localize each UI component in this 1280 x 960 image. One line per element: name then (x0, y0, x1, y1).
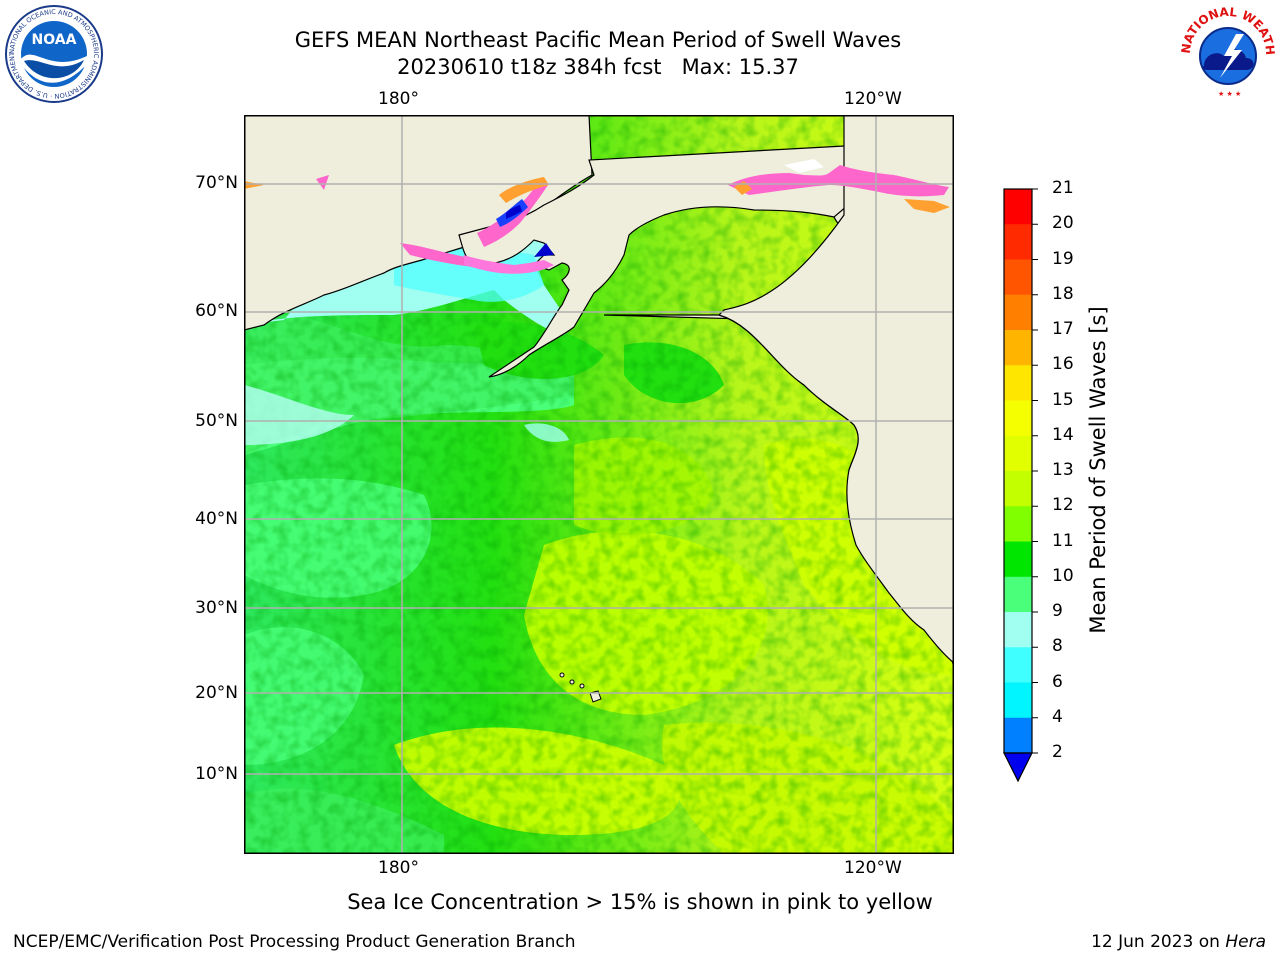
lat-tick-50n: 50°N (195, 411, 238, 431)
colorbar-tick-label: 19 (1052, 248, 1074, 269)
colorbar-tick-label: 4 (1052, 706, 1063, 727)
colorbar-tick-label: 16 (1052, 354, 1074, 375)
colorbar-tick-label: 13 (1052, 460, 1074, 480)
colorbar-band (1004, 717, 1032, 754)
colorbar-band (1004, 541, 1032, 578)
colorbar-extend-arrow (1003, 752, 1033, 783)
colorbar-tick-label: 12 (1052, 495, 1074, 516)
colorbar-band (1004, 471, 1032, 507)
colorbar-tick-label: 20 (1052, 213, 1074, 234)
colorbar-tick-label: 10 (1052, 565, 1074, 586)
map-subtitle: 20230610 t18z 384h fcst Max: 15.37 (397, 55, 799, 79)
mexico-land (717, 115, 954, 664)
colorbar-tick-label: 6 (1052, 671, 1063, 692)
footer-date: 12 Jun 2023 on Hera (1091, 932, 1266, 952)
colorbar-tick-label: 18 (1052, 283, 1074, 304)
lat-tick-10n: 10°N (195, 764, 238, 784)
colorbar-tick-label: 15 (1052, 389, 1074, 410)
graticule (244, 115, 954, 854)
colorbar-band (1004, 506, 1032, 542)
lat-tick-20n: 20°N (195, 683, 238, 703)
lon-tick-top-120w: 120°W (844, 89, 902, 109)
footer-date-text: 12 Jun 2023 on (1091, 932, 1226, 952)
colorbar-tick-label: 17 (1052, 319, 1074, 339)
lon-tick-bottom-180: 180° (378, 858, 419, 878)
lat-tick-30n: 30°N (195, 598, 238, 618)
footer-host: Hera (1225, 932, 1266, 952)
colorbar-band (1004, 224, 1032, 260)
colorbar-band (1004, 365, 1032, 401)
colorbar-band (1004, 189, 1032, 225)
land-masses (244, 115, 954, 676)
colorbar-band (1004, 576, 1032, 613)
map-panel (244, 115, 954, 854)
lat-tick-60n: 60°N (195, 301, 238, 321)
colorbar-title-text: Mean Period of Swell Waves [s] (1086, 306, 1110, 634)
colorbar-band (1004, 330, 1032, 366)
colorbar-tick-label: 21 (1052, 178, 1074, 198)
lon-tick-bottom-120w: 120°W (844, 858, 902, 878)
colorbar-band (1004, 612, 1032, 648)
colorbar (1003, 188, 1038, 783)
colorbar-tick-label: 9 (1052, 601, 1063, 621)
lat-tick-70n: 70°N (195, 173, 238, 193)
colorbar-band (1004, 682, 1032, 719)
noaa-logo-text: NOAA (32, 32, 77, 48)
lon-tick-top-180: 180° (378, 89, 419, 109)
colorbar-tick-label: 8 (1052, 636, 1063, 657)
colorbar-band (1004, 400, 1032, 437)
colorbar-band (1004, 435, 1032, 472)
lat-tick-40n: 40°N (195, 509, 238, 529)
colorbar-band (1004, 259, 1032, 296)
colorbar-tick-label: 2 (1052, 742, 1063, 762)
noaa-logo: NATIONAL OCEANIC AND ATMOSPHERIC ADMINIS… (4, 4, 103, 103)
colorbar-tick-label: 14 (1052, 424, 1074, 445)
nws-logo: NATIONAL WEATHER SERVICE ★ ★ ★ (1178, 4, 1277, 101)
colorbar-band (1004, 647, 1032, 683)
svg-text:★ ★ ★: ★ ★ ★ (1218, 90, 1241, 98)
sea-ice-caption: Sea Ice Concentration > 15% is shown in … (347, 890, 933, 914)
map-title: GEFS MEAN Northeast Pacific Mean Period … (294, 28, 902, 52)
colorbar-band (1004, 294, 1032, 331)
colorbar-tick-label: 11 (1052, 530, 1074, 551)
footer-organization: NCEP/EMC/Verification Post Processing Pr… (13, 932, 576, 952)
